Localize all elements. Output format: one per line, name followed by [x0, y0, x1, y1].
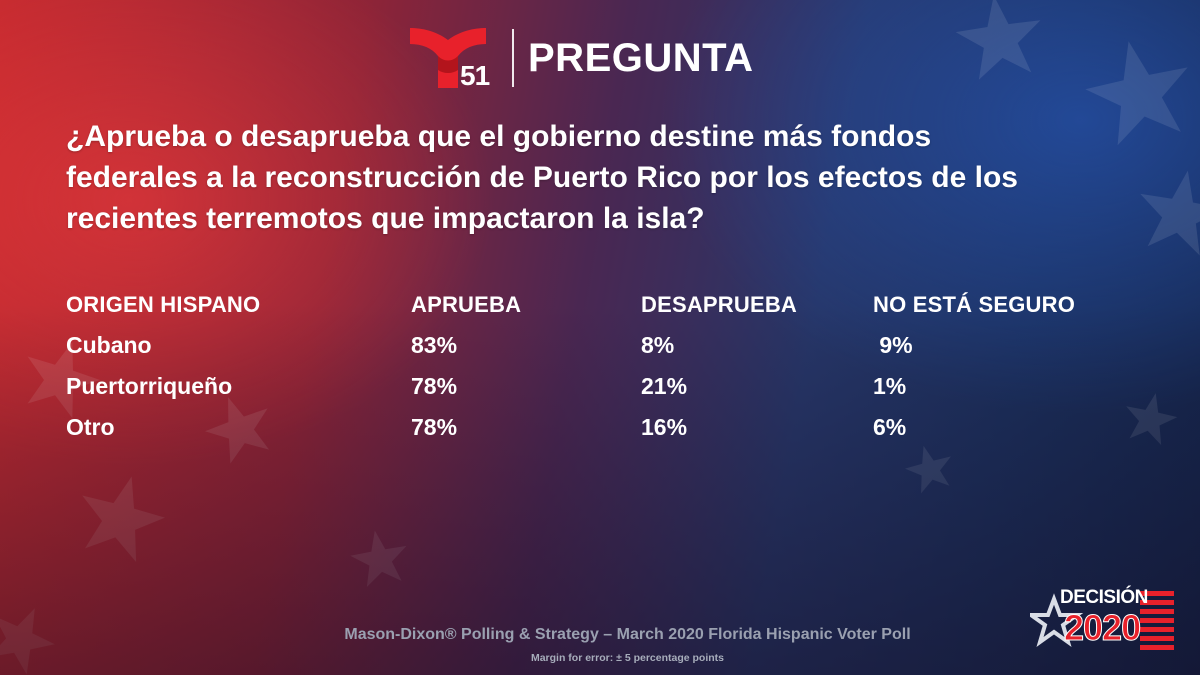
decision-2020-badge: DECISIÓN 2020: [1024, 585, 1180, 655]
header: 51 PREGUNTA: [408, 26, 754, 91]
row-approve: 78%: [411, 373, 458, 399]
row-approve: 83%: [411, 332, 458, 358]
header-title: PREGUNTA: [528, 35, 754, 80]
column-header-approve: APRUEBA: [411, 291, 522, 317]
table-row: Puertorriqueño 78% 21% 1%: [66, 366, 1133, 407]
row-disapprove: 8%: [641, 332, 675, 358]
row-unsure: 6%: [873, 414, 907, 440]
badge-line2: 2020: [1063, 607, 1141, 649]
results-table: ORIGEN HISPANO APRUEBA DESAPRUEBA NO EST…: [66, 284, 1133, 448]
flag-star-icon: [1024, 591, 1174, 650]
question-text: ¿Aprueba o desaprueba que el gobierno de…: [66, 120, 1018, 235]
row-disapprove: 16%: [641, 414, 688, 440]
column-header-origin: ORIGEN HISPANO: [66, 291, 261, 317]
row-approve: 78%: [411, 414, 458, 440]
telemundo-51-logo: 51: [408, 26, 500, 91]
row-origin: Puertorriqueño: [66, 373, 233, 399]
row-unsure: 9%: [873, 332, 913, 358]
margin-of-error: Margin for error: ± 5 percentage points: [530, 652, 725, 664]
column-header-disapprove: DESAPRUEBA: [641, 291, 798, 317]
telemundo-t-icon: [410, 28, 486, 88]
header-divider: [512, 29, 514, 87]
logo-number: 51: [460, 60, 490, 91]
row-unsure: 1%: [873, 373, 907, 399]
table-row: Otro 78% 16% 6%: [66, 407, 1133, 448]
row-origin: Cubano: [66, 332, 152, 358]
row-origin: Otro: [66, 414, 115, 440]
row-disapprove: 21%: [641, 373, 688, 399]
table-header-row: ORIGEN HISPANO APRUEBA DESAPRUEBA NO EST…: [66, 284, 1133, 325]
source-credit: Mason-Dixon® Polling & Strategy – March …: [344, 626, 911, 643]
table-row: Cubano 83% 8% 9%: [66, 325, 1133, 366]
column-header-unsure: NO ESTÁ SEGURO: [873, 291, 1076, 317]
badge-line1: DECISIÓN: [1060, 587, 1148, 608]
